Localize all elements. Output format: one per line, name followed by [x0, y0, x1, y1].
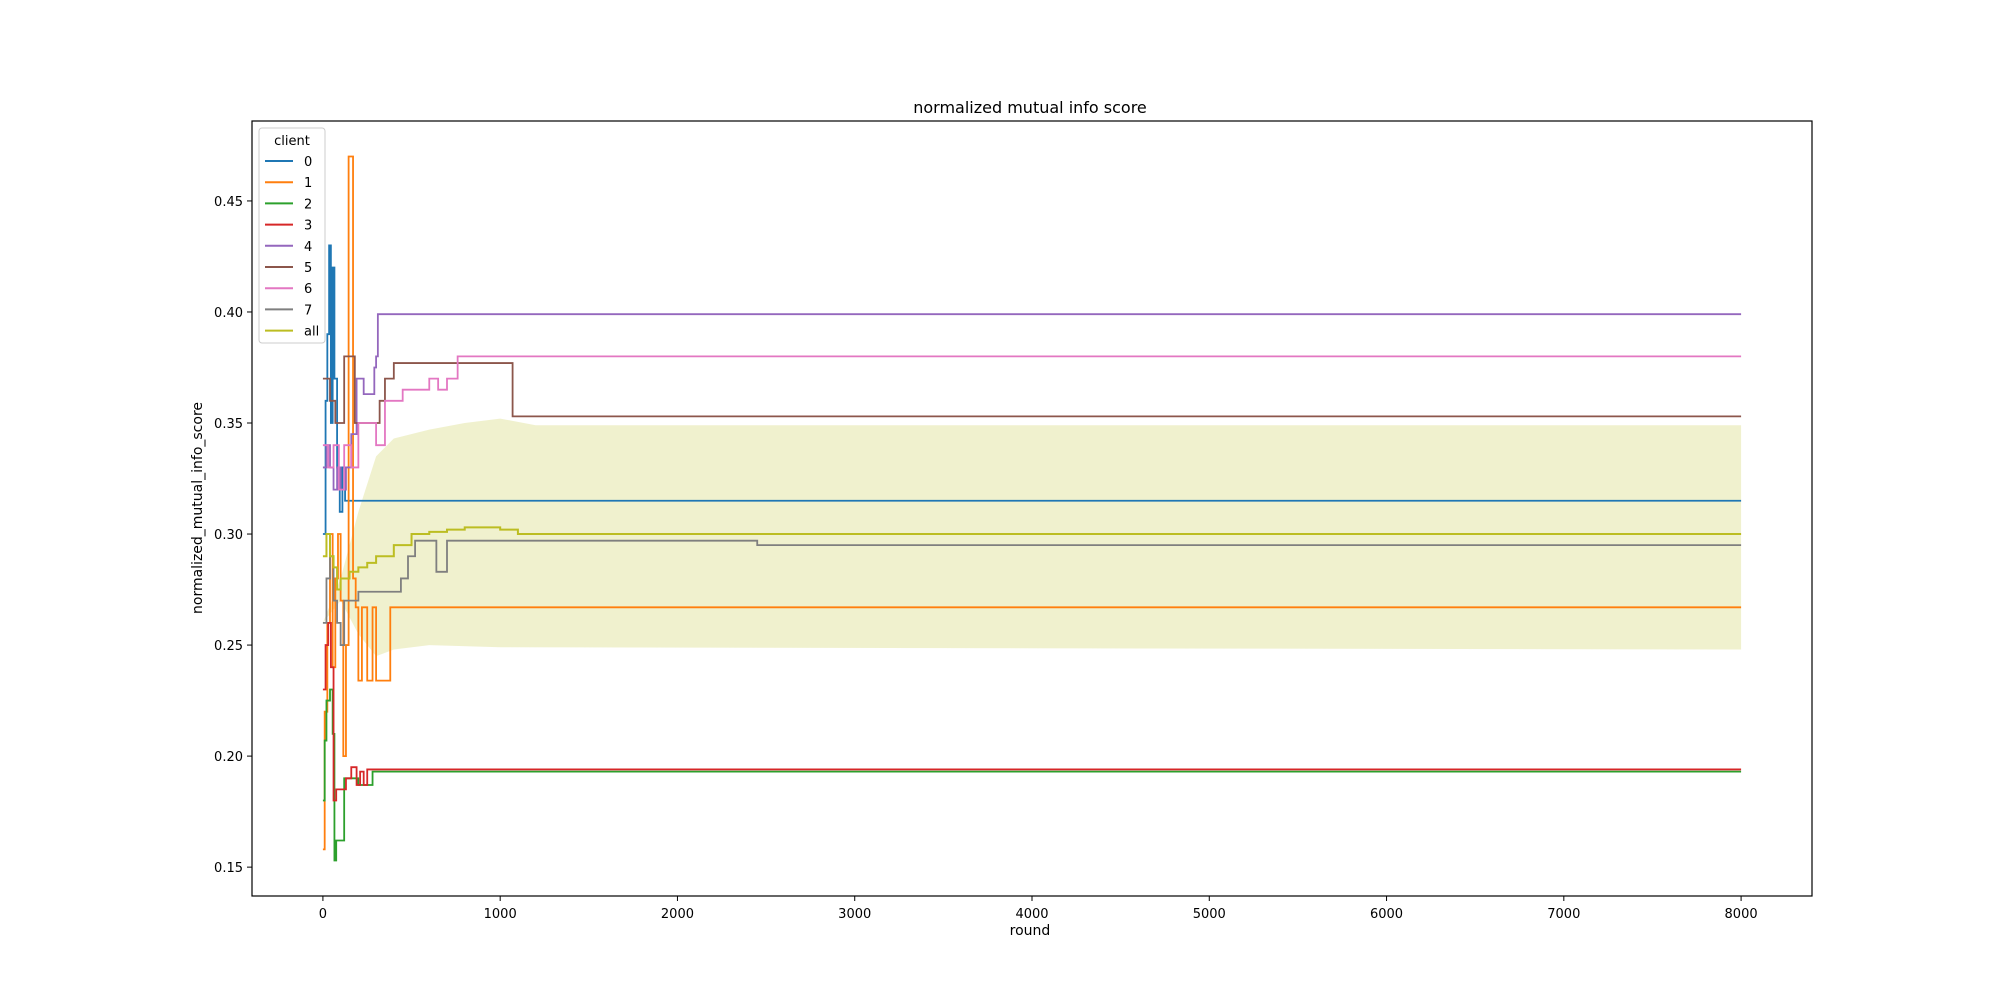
plot-frame [251, 120, 1813, 897]
legend-title: client [274, 134, 310, 149]
x-tick-label: 8000 [1725, 907, 1758, 922]
legend-label-3: 3 [304, 219, 312, 234]
y-tick-label: 0.35 [214, 417, 243, 432]
y-tick-label: 0.30 [214, 528, 243, 543]
x-tick-label: 6000 [1370, 907, 1403, 922]
x-tick-label: 2000 [661, 907, 694, 922]
legend-label-all: all [304, 325, 319, 340]
y-tick-label: 0.40 [214, 306, 243, 321]
legend-label-6: 6 [304, 282, 312, 297]
x-axis-label: round [1010, 923, 1051, 939]
y-tick-label: 0.20 [214, 750, 243, 765]
legend-label-1: 1 [304, 176, 312, 191]
x-tick-label: 7000 [1547, 907, 1580, 922]
legend-label-4: 4 [304, 240, 312, 255]
x-tick-label: 3000 [838, 907, 871, 922]
legend-label-2: 2 [304, 197, 312, 212]
x-tick-label: 5000 [1193, 907, 1226, 922]
series-line-1 [322, 155, 1742, 851]
series-line-3 [322, 621, 1742, 802]
x-tick-label: 0 [319, 907, 327, 922]
confidence-band-all [322, 418, 1742, 657]
x-tick-label: 4000 [1015, 907, 1048, 922]
y-tick-label: 0.45 [214, 195, 243, 210]
y-axis-label: normalized_mutual_info_score [190, 402, 206, 614]
legend-label-5: 5 [304, 261, 312, 276]
series-line-7 [322, 539, 1742, 646]
chart-title: normalized mutual info score [913, 98, 1147, 117]
legend: client 0 1 2 3 4 5 6 7 all [258, 127, 326, 344]
y-tick-label: 0.15 [214, 861, 243, 876]
x-tick-label: 1000 [484, 907, 517, 922]
legend-label-0: 0 [304, 155, 312, 170]
legend-label-7: 7 [304, 303, 312, 318]
series-line-all [322, 526, 1742, 591]
series-line-2 [322, 688, 1742, 862]
series-line-6 [322, 355, 1742, 491]
y-tick-label: 0.25 [214, 639, 243, 654]
